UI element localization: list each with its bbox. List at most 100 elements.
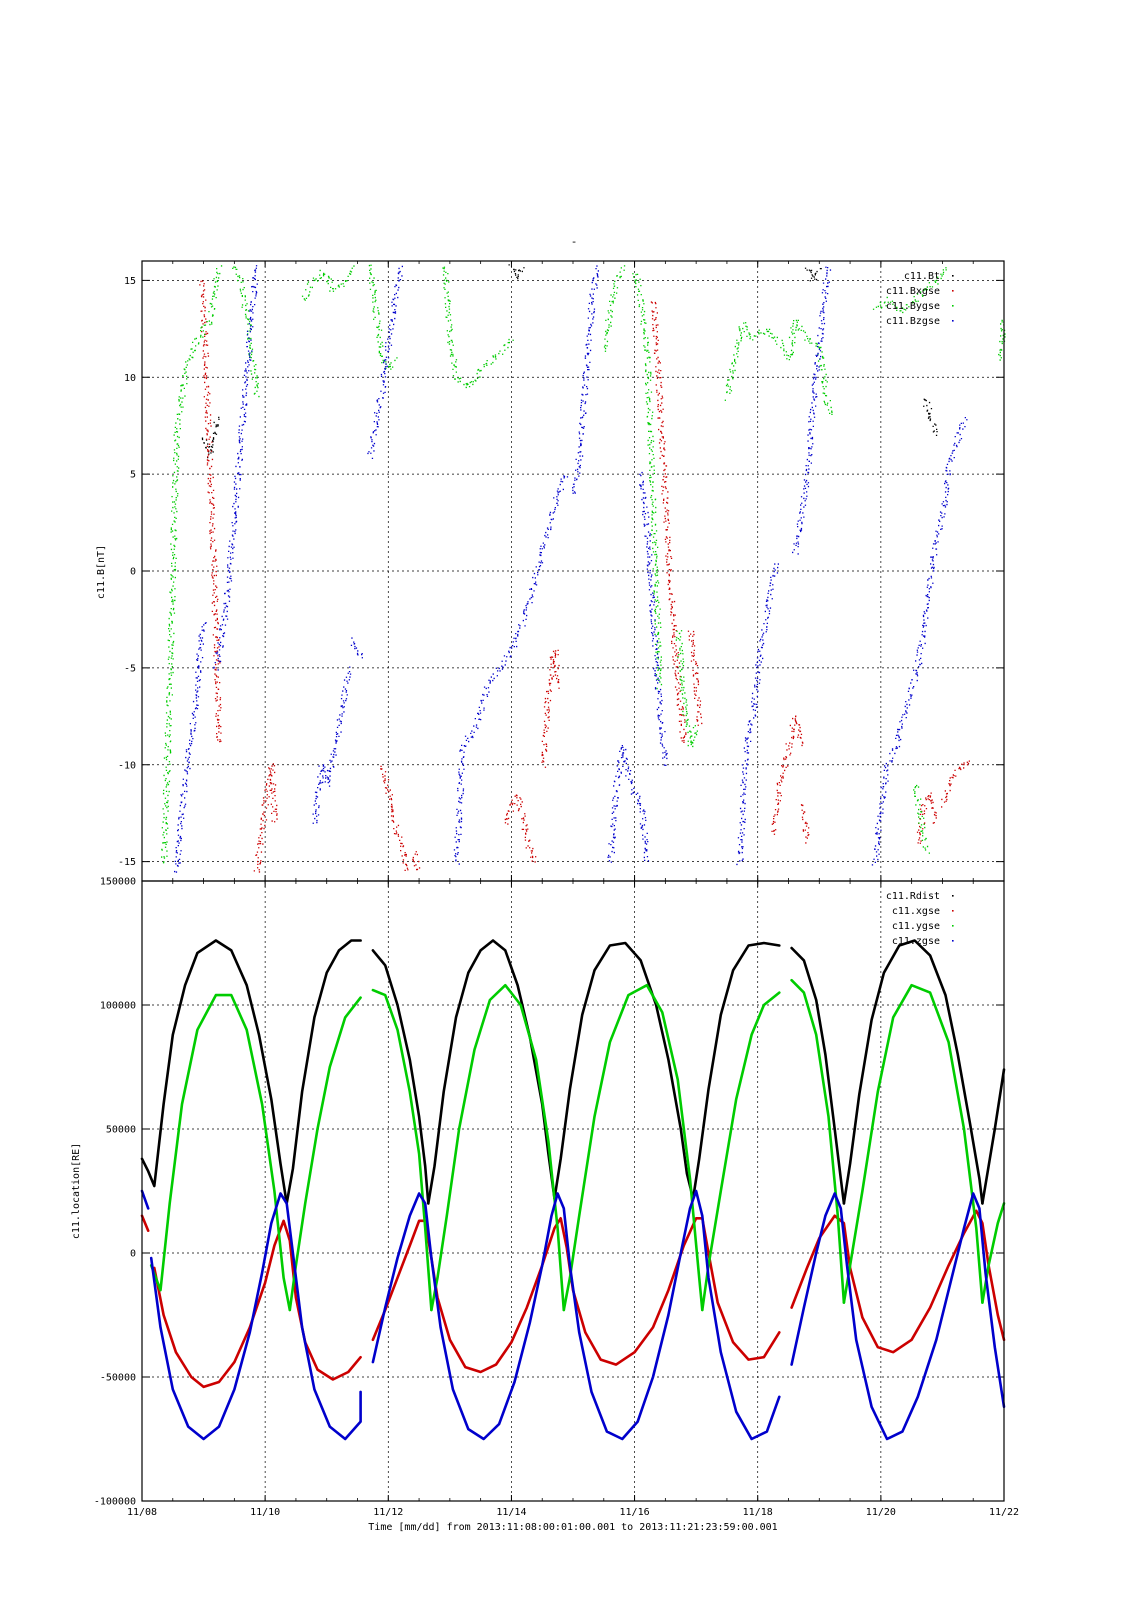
legend-label: c11.Bygse <box>886 301 940 312</box>
series-line <box>981 1068 1006 1205</box>
magnetic-field-grid <box>141 261 1005 881</box>
y-tick-label: -10 <box>118 760 136 771</box>
location-legend: c11.Rdist c11.xgse c11.ygse c11.zgse <box>886 891 954 947</box>
series-points <box>941 760 970 808</box>
magnetic-field-y-ticks: -15 -10 -5 0 5 10 15 <box>118 276 136 868</box>
location-y-ticks: -100000 -50000 0 50000 100000 150000 <box>94 877 136 1508</box>
legend-marker <box>952 895 954 897</box>
location-data <box>140 939 1006 1441</box>
series-c11-Bzgse <box>174 265 968 873</box>
legend-marker <box>952 940 954 942</box>
series-line <box>790 946 846 1205</box>
series-c11-Rdist <box>140 939 1006 1205</box>
series-line <box>285 939 362 1205</box>
series-points <box>350 637 363 659</box>
location-grid <box>141 880 1005 1502</box>
legend-label: c11.Bzgse <box>886 316 940 327</box>
series-points <box>232 266 260 398</box>
legend-label: c11.zgse <box>892 936 940 947</box>
series-line <box>430 983 566 1312</box>
series-line <box>790 978 846 1304</box>
magnetic-field-y-axis-label: c11.B[nT] <box>96 545 107 599</box>
series-line <box>790 1192 1006 1441</box>
series-points <box>199 280 222 743</box>
series-points <box>453 475 569 865</box>
series-line <box>426 939 556 1205</box>
chart-title: - <box>571 235 578 248</box>
series-c11-Bxgse <box>199 280 970 873</box>
series-points <box>771 715 804 835</box>
x-tick-label: 11/10 <box>250 1507 280 1518</box>
y-tick-label: -50000 <box>100 1373 136 1384</box>
x-tick-label: 11/12 <box>373 1507 403 1518</box>
series-points <box>916 792 937 844</box>
x-tick-label: 11/20 <box>866 1507 896 1518</box>
series-line <box>149 1192 362 1441</box>
series-line <box>691 941 781 1200</box>
y-tick-label: 150000 <box>100 877 136 888</box>
series-points <box>923 398 938 436</box>
y-tick-label: 100000 <box>100 1001 136 1012</box>
series-line <box>842 983 984 1304</box>
series-points <box>724 322 796 401</box>
series-c11-xgse <box>140 1209 1006 1389</box>
series-line <box>371 988 433 1312</box>
series-points <box>442 266 514 389</box>
y-tick-label: 50000 <box>106 1125 136 1136</box>
series-line <box>140 939 289 1205</box>
series-points <box>213 265 258 671</box>
series-points <box>792 266 832 555</box>
series-points <box>572 265 599 494</box>
series-line <box>140 1214 150 1232</box>
x-tick-label: 11/18 <box>743 1507 773 1518</box>
series-points <box>998 319 1006 361</box>
x-tick-label: 11/08 <box>127 1507 157 1518</box>
y-tick-label: 10 <box>124 373 136 384</box>
series-points <box>913 784 930 854</box>
series-c11-Bt <box>201 264 938 459</box>
series-line <box>140 1189 150 1210</box>
magnetic-field-data <box>161 264 1006 873</box>
series-points <box>380 765 409 871</box>
series-line <box>790 1209 1006 1354</box>
series-points <box>607 745 650 863</box>
series-line <box>981 1202 1006 1304</box>
series-c11-Bygse <box>161 264 1006 864</box>
x-tick-label: 11/16 <box>620 1507 650 1518</box>
y-tick-label: 0 <box>130 567 136 578</box>
x-axis-ticks: 11/08 11/10 11/12 11/14 11/16 11/18 11/20 11/22 <box>127 1507 1019 1518</box>
location-y-axis-label: c11.location[RE] <box>71 1143 82 1239</box>
series-points <box>301 265 355 301</box>
magnetic-field-legend: c11.Bt c11.Bxgse c11.Bygse c11.Bzgse <box>886 271 954 327</box>
legend-label: c11.xgse <box>892 906 940 917</box>
series-points <box>504 794 537 863</box>
legend-label: c11.Bxgse <box>886 286 940 297</box>
legend-label: c11.Bt <box>904 271 940 282</box>
legend-marker <box>952 910 954 912</box>
series-line <box>288 996 362 1312</box>
y-tick-label: -5 <box>124 663 136 674</box>
legend-label: c11.ygse <box>892 921 940 932</box>
series-c11-zgse <box>140 1189 1006 1441</box>
series-line <box>553 941 695 1200</box>
series-line <box>153 1219 362 1389</box>
series-points <box>603 265 626 352</box>
series-points <box>201 416 220 459</box>
series-points <box>161 265 223 864</box>
series-points <box>800 804 810 844</box>
series-points <box>312 666 352 824</box>
legend-marker <box>952 275 954 277</box>
series-line <box>842 939 984 1205</box>
y-tick-label: 0 <box>130 1249 136 1260</box>
y-tick-label: -15 <box>118 857 136 868</box>
legend-label: c11.Rdist <box>886 891 940 902</box>
series-line <box>562 983 704 1312</box>
legend-marker <box>952 290 954 292</box>
series-points <box>871 417 968 866</box>
legend-marker <box>952 320 954 322</box>
x-tick-label: 11/22 <box>989 1507 1019 1518</box>
series-points <box>650 301 687 743</box>
legend-marker <box>952 925 954 927</box>
